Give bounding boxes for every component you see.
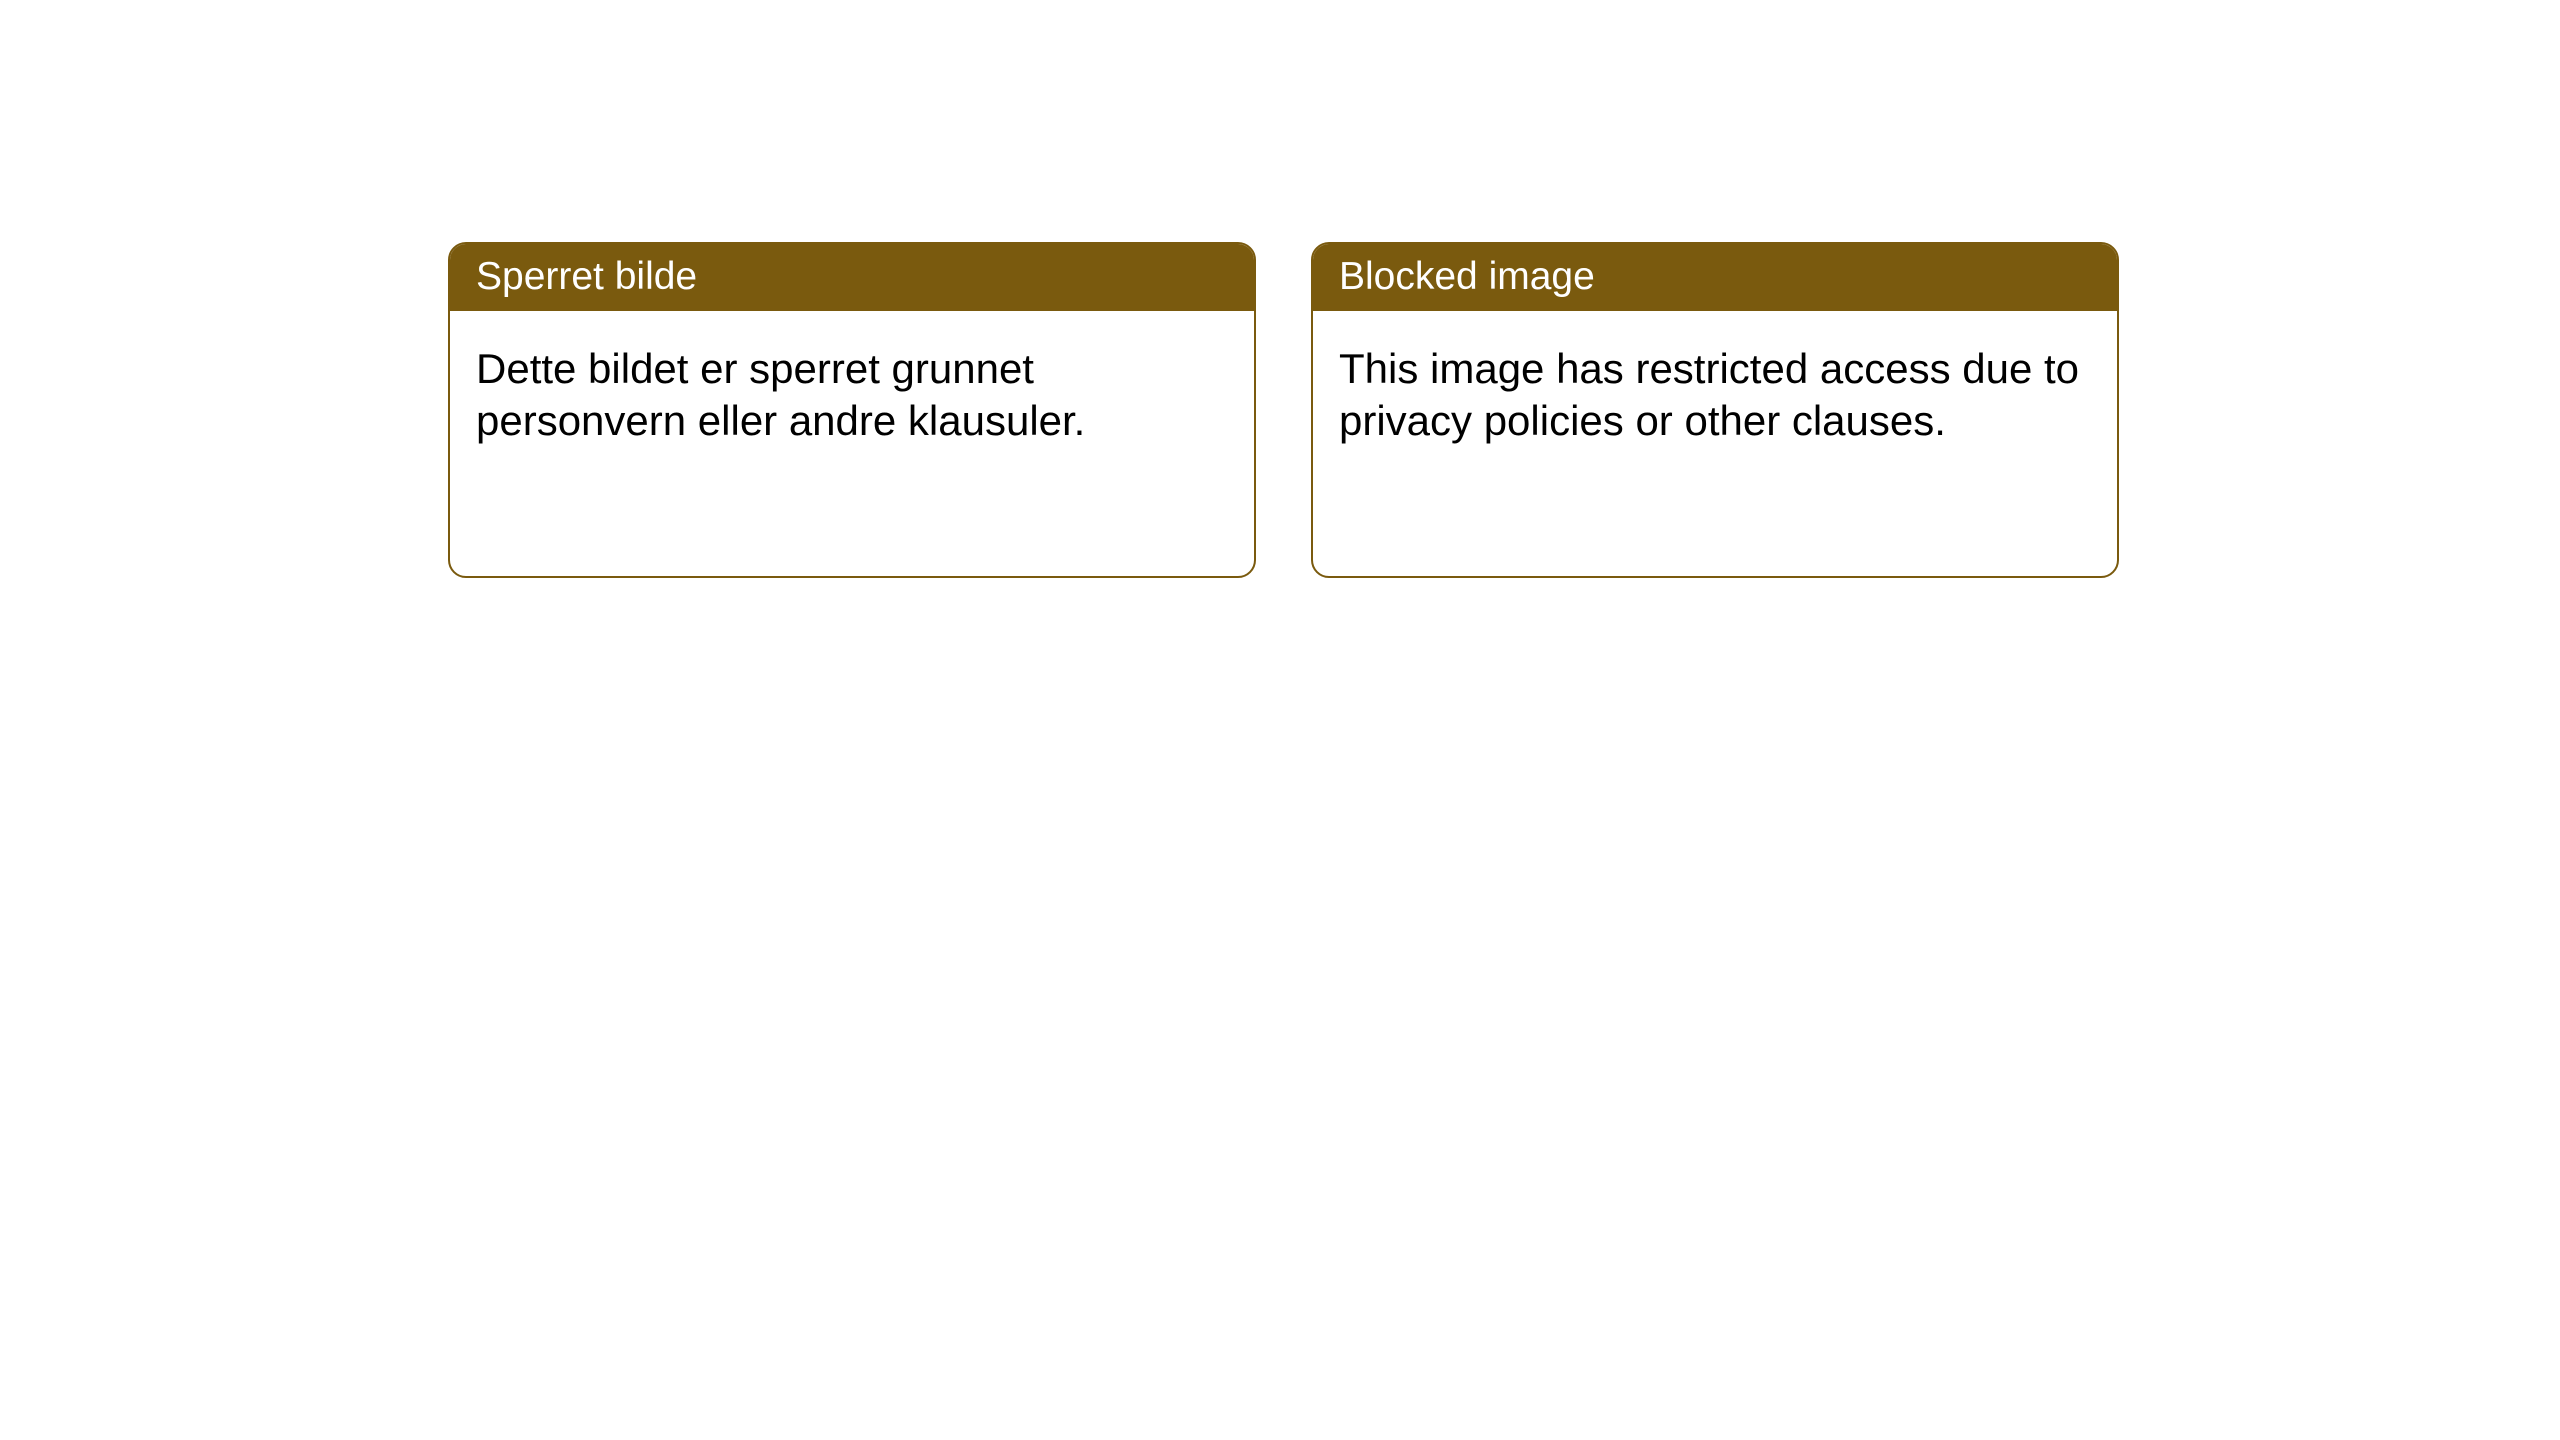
- notice-body-english: This image has restricted access due to …: [1313, 311, 2117, 480]
- notice-container: Sperret bilde Dette bildet er sperret gr…: [448, 242, 2119, 578]
- notice-title-norwegian: Sperret bilde: [450, 244, 1254, 311]
- notice-body-norwegian: Dette bildet er sperret grunnet personve…: [450, 311, 1254, 480]
- notice-title-english: Blocked image: [1313, 244, 2117, 311]
- notice-card-english: Blocked image This image has restricted …: [1311, 242, 2119, 578]
- notice-card-norwegian: Sperret bilde Dette bildet er sperret gr…: [448, 242, 1256, 578]
